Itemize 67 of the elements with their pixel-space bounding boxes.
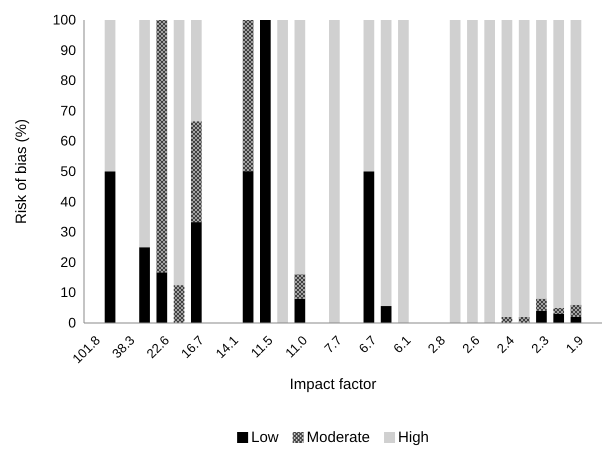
bar	[502, 20, 512, 317]
bar	[570, 316, 582, 323]
x-tick-label: 2.3	[528, 332, 552, 356]
bar	[174, 285, 184, 323]
y-tick-label: 90	[60, 42, 76, 58]
bar	[156, 20, 168, 272]
x-tick-label: 38.3	[109, 332, 138, 362]
x-tick-label: 6.1	[390, 332, 414, 356]
bar	[518, 20, 530, 317]
x-tick-label: 7.7	[321, 332, 345, 356]
y-tick-label: 70	[60, 102, 76, 118]
bar	[329, 20, 340, 323]
x-tick-label: 2.6	[459, 332, 483, 356]
bar	[364, 20, 374, 172]
y-axis-title: Risk of bias (%)	[13, 118, 30, 224]
bar	[294, 274, 306, 299]
y-tick-label: 0	[68, 314, 76, 330]
y-tick-label: 10	[60, 284, 76, 300]
x-tick-label: 6.7	[356, 332, 380, 356]
x-tick-label: 11.0	[282, 332, 310, 360]
x-tick-label: 14.1	[212, 332, 242, 362]
y-tick-label: 40	[60, 193, 76, 210]
bar	[553, 314, 564, 323]
x-axis-title: Impact factor	[290, 376, 376, 393]
bar	[553, 20, 564, 308]
y-tick-label: 80	[60, 72, 76, 88]
bar	[260, 20, 271, 323]
bar	[174, 20, 184, 286]
y-tick-label: 100	[52, 11, 76, 28]
bar	[380, 20, 392, 306]
x-tick-label: 2.4	[494, 332, 518, 356]
bar	[242, 172, 254, 323]
bar	[536, 310, 547, 323]
bar	[484, 20, 496, 323]
x-tick-label: 11.5	[248, 332, 276, 360]
bar	[398, 20, 409, 323]
bar	[570, 20, 582, 305]
legend-label: Moderate	[306, 429, 370, 446]
bar	[139, 20, 150, 248]
bar	[277, 20, 288, 323]
bar	[502, 316, 512, 323]
y-tick-label: 60	[60, 132, 76, 149]
legend-label: High	[398, 429, 429, 446]
bar	[242, 20, 254, 172]
bar	[190, 222, 202, 323]
y-tick-label: 20	[60, 254, 76, 270]
bar	[570, 304, 582, 317]
legend-label: Low	[251, 429, 279, 446]
bar	[294, 298, 306, 323]
bar	[536, 20, 547, 299]
bar	[467, 20, 478, 323]
bar	[380, 306, 392, 323]
bar	[536, 298, 547, 311]
bar	[553, 308, 564, 314]
bar	[364, 172, 374, 323]
x-tick-label: 1.9	[562, 332, 586, 356]
y-tick-label: 50	[60, 162, 76, 179]
bar	[190, 20, 202, 122]
bar	[190, 121, 202, 222]
bar	[104, 172, 116, 323]
y-tick-label: 30	[60, 224, 76, 240]
bar	[104, 20, 116, 172]
bar	[450, 20, 461, 323]
x-tick-label: 2.8	[424, 332, 448, 356]
bar	[294, 20, 306, 275]
bar	[156, 272, 168, 323]
bar	[139, 247, 150, 323]
